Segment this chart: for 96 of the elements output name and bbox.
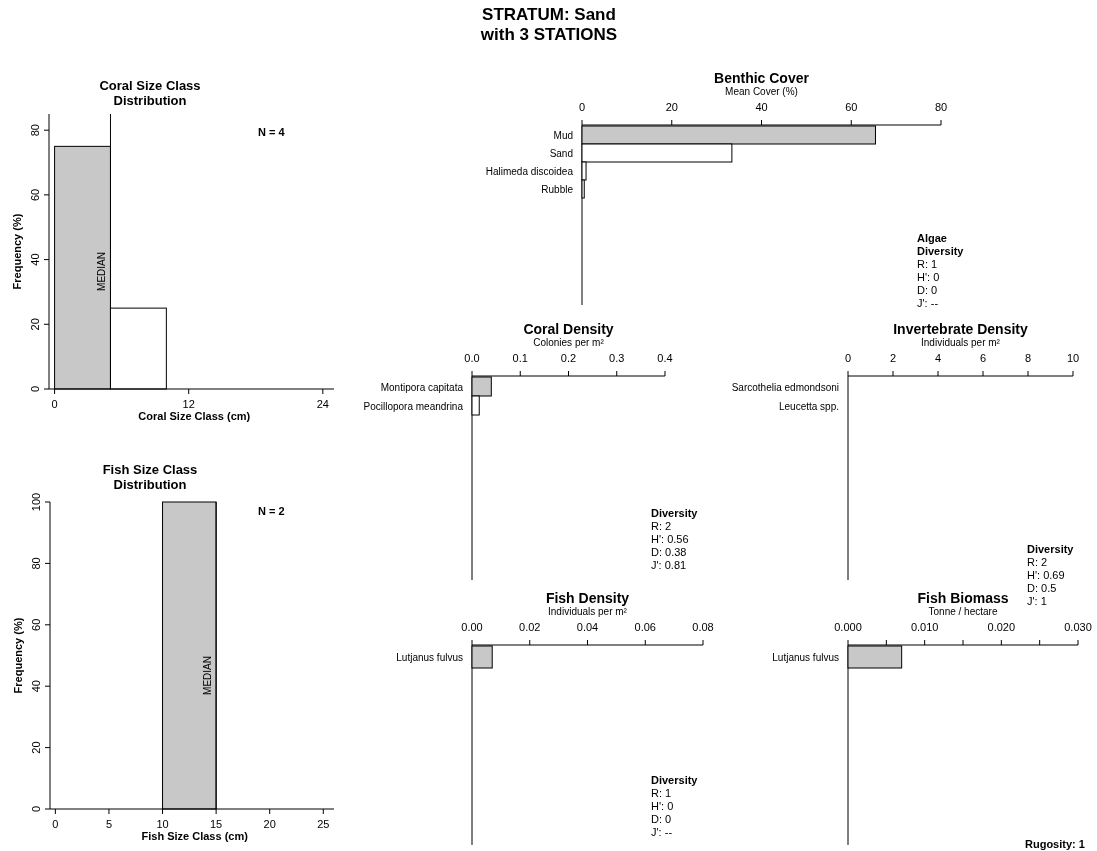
y-tick-label: 0 <box>30 805 42 813</box>
y-tick-label: 20 <box>30 741 42 754</box>
x-tick-label: 6 <box>979 352 987 364</box>
text: Rugosity: 1 <box>1025 838 1085 850</box>
y-axis-title: Frequency (%) <box>12 617 24 694</box>
x-tick-label: 0.030 <box>1064 621 1092 633</box>
x-tick-label: 8 <box>1024 352 1032 364</box>
text: R: 2 <box>1027 556 1048 568</box>
x-tick-label: 24 <box>316 398 329 410</box>
x-tick-label: 0.0 <box>464 352 480 364</box>
x-tick-label: 0.020 <box>987 621 1016 633</box>
text: J': 0.81 <box>651 559 687 571</box>
chart-title: Invertebrate Density <box>893 321 1029 337</box>
x-tick-label: 0.00 <box>461 621 483 633</box>
x-tick-label: 0 <box>578 101 586 113</box>
x-tick-label: 0 <box>52 818 59 830</box>
annotation: N = 4 <box>258 126 286 138</box>
chart-title: Fish Biomass <box>917 590 1009 606</box>
x-tick-label: 20 <box>263 818 276 830</box>
y-axis-title: Frequency (%) <box>11 213 23 290</box>
text: Diversity <box>1027 543 1075 555</box>
x-tick-label: 80 <box>934 101 948 113</box>
x-tick-label: 4 <box>934 352 942 364</box>
y-tick-label: 40 <box>29 253 41 266</box>
text: H': 0 <box>651 800 674 812</box>
x-axis-title: Individuals per m² <box>548 606 628 617</box>
text: D: 0.38 <box>651 546 687 558</box>
text: J': -- <box>917 297 939 309</box>
x-tick-label: 15 <box>209 818 223 830</box>
y-tick-label: Rubble <box>541 184 574 195</box>
x-tick-label: 0 <box>844 352 852 364</box>
y-tick-label: 100 <box>30 492 42 512</box>
x-tick-label: 0.08 <box>692 621 714 633</box>
y-tick-label: Lutjanus fulvus <box>396 652 463 663</box>
y-tick-label: Lutjanus fulvus <box>772 652 839 663</box>
x-tick-label: 0.06 <box>634 621 656 633</box>
text: H': 0.69 <box>1027 569 1065 581</box>
x-axis-title: Mean Cover (%) <box>725 86 798 97</box>
x-tick-label: 12 <box>182 398 195 410</box>
x-tick-label: 2 <box>889 352 897 364</box>
x-tick-label: 10 <box>1066 352 1080 364</box>
y-tick-label: Pocillopora meandrina <box>363 400 464 412</box>
x-tick-label: 10 <box>156 818 169 830</box>
ref-line-label: MEDIAN <box>202 656 214 695</box>
y-tick-label: 20 <box>29 318 41 331</box>
x-tick-label: 0.2 <box>560 352 577 364</box>
x-tick-label: 0.000 <box>834 621 862 633</box>
x-tick-label: 0 <box>51 398 58 410</box>
text: H': 0.56 <box>651 533 689 545</box>
chart-title: Fish Density <box>545 590 630 606</box>
text: R: 1 <box>651 787 672 799</box>
y-tick-label: 0 <box>29 385 41 393</box>
x-axis-title: Colonies per m² <box>533 337 605 348</box>
text: D: 0 <box>917 284 938 296</box>
y-tick-label: Montipora capitata <box>380 381 464 393</box>
text: Diversity <box>651 774 699 786</box>
text: H': 0 <box>917 271 940 283</box>
chart-title: Benthic Cover <box>714 70 810 86</box>
text: D: 0.5 <box>1027 582 1057 594</box>
x-axis-title: Fish Size Class (cm) <box>141 830 249 842</box>
text: D: 0 <box>651 813 672 825</box>
x-tick-label: 5 <box>105 818 113 830</box>
text: R: 1 <box>917 258 938 270</box>
x-tick-label: 60 <box>845 101 858 113</box>
x-tick-label: 0.010 <box>910 621 939 633</box>
text: Algae Diversity <box>917 232 965 257</box>
x-axis-title: Individuals per m² <box>921 337 1001 348</box>
y-tick-label: Leucetta spp. <box>778 400 839 412</box>
x-tick-label: 40 <box>755 101 768 113</box>
x-axis-title: Tonne / hectare <box>928 606 998 617</box>
y-tick-label: Mud <box>553 130 573 141</box>
text: Diversity <box>651 507 699 519</box>
text: J': -- <box>651 826 673 838</box>
x-tick-label: 0.3 <box>609 352 625 364</box>
x-tick-label: 20 <box>665 101 678 113</box>
x-tick-label: 0.4 <box>657 352 673 364</box>
y-tick-label: Halimeda discoidea <box>485 166 574 177</box>
annotation: N = 2 <box>258 505 285 517</box>
x-tick-label: 0.1 <box>512 352 528 364</box>
y-tick-label: 80 <box>30 557 42 570</box>
chart-title: Fish Size Class Distribution <box>102 462 198 492</box>
text: J': 1 <box>1027 595 1047 607</box>
y-tick-label: 80 <box>29 124 41 137</box>
y-tick-label: Sarcothelia edmondsoni <box>731 381 839 393</box>
chart-title: Coral Density <box>523 321 614 337</box>
text: R: 2 <box>651 520 672 532</box>
ref-line-label: MEDIAN <box>96 252 108 291</box>
y-tick-label: Sand <box>549 148 573 159</box>
text: STRATUM: Sand with 3 STATIONS <box>479 5 618 44</box>
y-tick-label: 60 <box>29 188 41 202</box>
chart-title: Coral Size Class Distribution <box>99 78 201 108</box>
x-tick-label: 25 <box>317 818 330 830</box>
x-tick-label: 0.04 <box>576 621 599 633</box>
y-tick-label: 40 <box>30 680 42 693</box>
x-axis-title: Coral Size Class (cm) <box>138 410 251 422</box>
x-tick-label: 0.02 <box>519 621 541 633</box>
